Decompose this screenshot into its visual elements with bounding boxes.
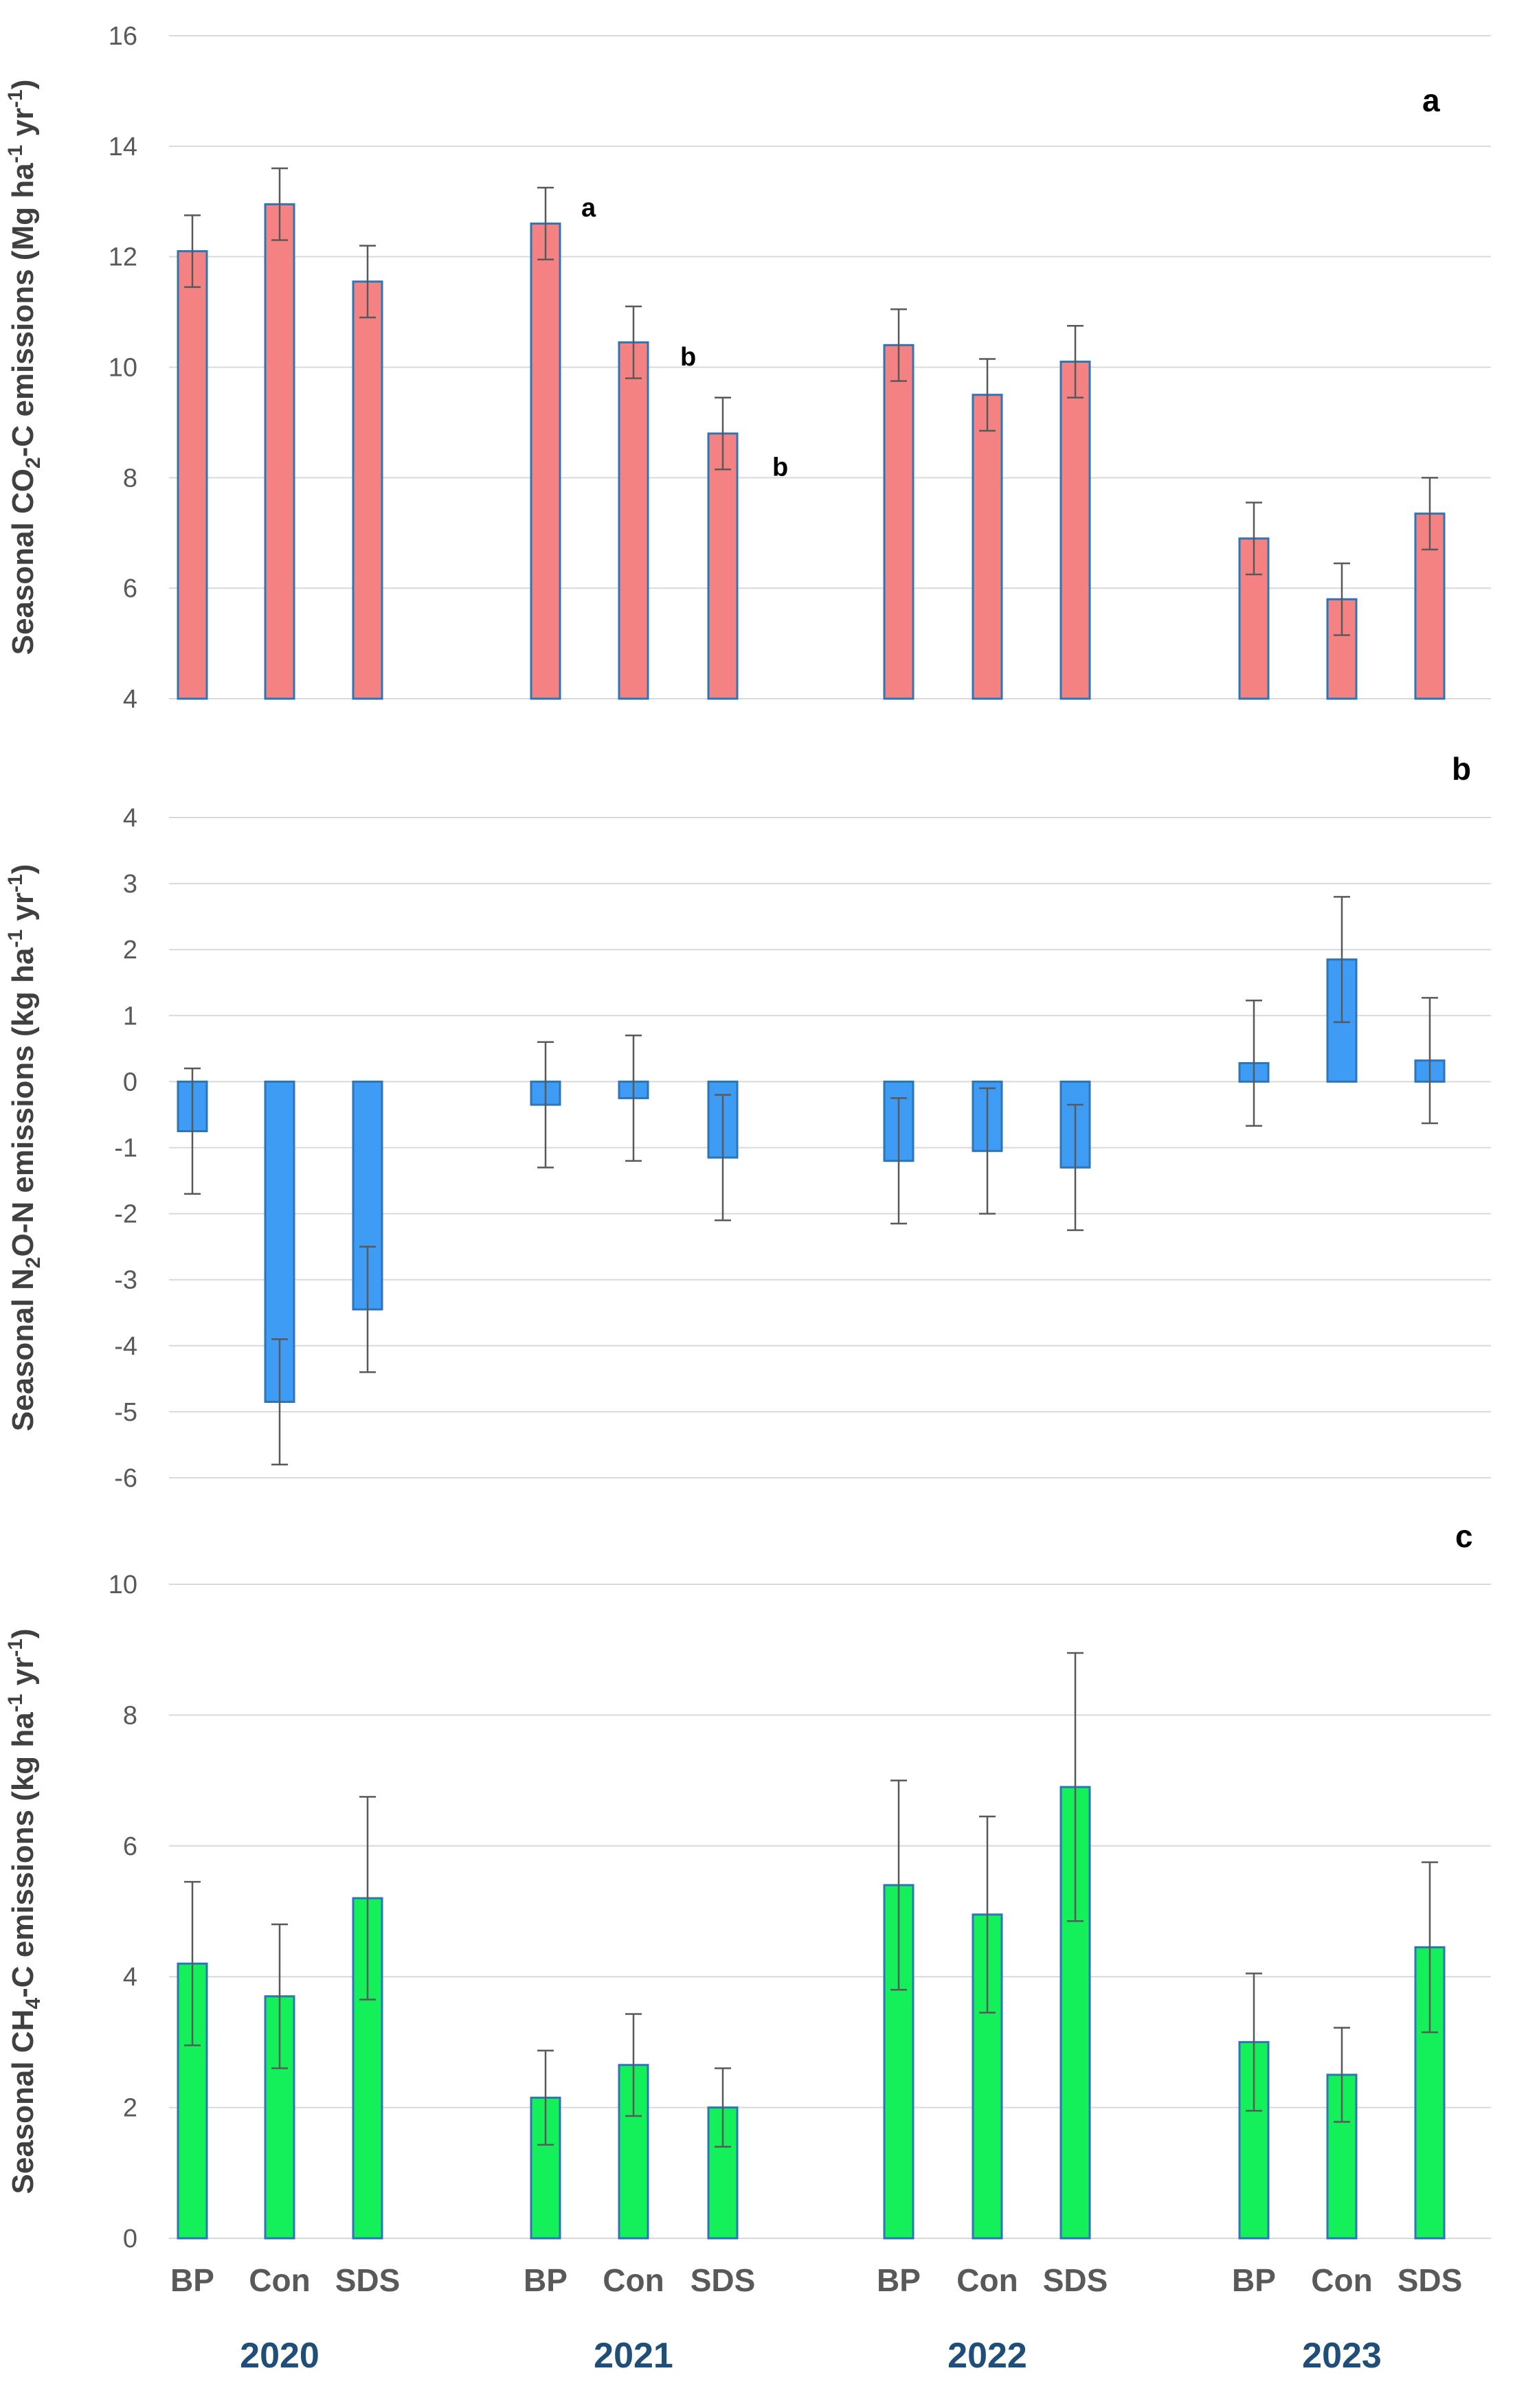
y-axis-title-part: -1	[4, 1694, 27, 1713]
bar	[1059, 360, 1091, 700]
year-label: 2022	[947, 2336, 1027, 2376]
bar	[707, 432, 739, 700]
x-group-label: BP	[524, 2262, 568, 2298]
bar	[530, 222, 561, 700]
y-tick-label: 4	[123, 685, 137, 714]
x-group-label: SDS	[1398, 2262, 1463, 2298]
y-tick-label: 8	[123, 464, 137, 493]
y-tick-label: 4	[123, 1963, 137, 1992]
y-axis-title: Seasonal N2O-N emissions (kg ha-1 yr-1)	[4, 864, 45, 1432]
y-tick-label: 0	[123, 2225, 137, 2253]
y-axis-title-part: -C emissions (kg ha	[6, 1712, 40, 1998]
y-axis-title-part: 2	[22, 1257, 45, 1268]
year-label: 2023	[1302, 2336, 1382, 2376]
y-tick-label: -6	[114, 1464, 137, 1493]
y-axis-title: Seasonal CH4-C emissions (kg ha-1 yr-1)	[4, 1628, 45, 2194]
y-tick-label: 6	[123, 1832, 137, 1861]
y-tick-label: 10	[109, 1571, 137, 1599]
y-axis-title-part: yr	[6, 1657, 40, 1694]
y-axis-title-part: Seasonal CO	[6, 469, 40, 655]
x-group-label: BP	[170, 2262, 214, 2298]
bar	[883, 344, 915, 700]
bar	[972, 394, 1003, 700]
y-tick-label: 14	[109, 133, 137, 161]
y-tick-label: 4	[123, 804, 137, 833]
x-group-label: SDS	[691, 2262, 756, 2298]
significance-letter: a	[581, 194, 596, 223]
y-tick-label: -5	[114, 1398, 137, 1427]
y-tick-label: -4	[114, 1332, 137, 1361]
y-axis-title: Seasonal CO2-C emissions (Mg ha-1 yr-1)	[4, 80, 45, 655]
significance-letter: b	[772, 453, 788, 482]
y-axis-title-part: Seasonal N	[6, 1268, 40, 1431]
y-tick-label: 8	[123, 1701, 137, 1730]
bar	[264, 203, 295, 700]
y-axis-title-part: Seasonal CH	[6, 2010, 40, 2194]
y-tick-label: 16	[109, 22, 137, 51]
y-tick-label: -3	[114, 1266, 137, 1295]
panel-label: c	[1455, 1518, 1473, 1554]
y-axis-title-part: -1	[4, 1639, 27, 1657]
x-group-label: SDS	[1043, 2262, 1108, 2298]
y-tick-label: 10	[109, 354, 137, 383]
y-axis-title-part: yr	[6, 892, 40, 930]
x-group-label: Con	[603, 2262, 664, 2298]
y-tick-label: 0	[123, 1068, 137, 1096]
y-tick-label: -2	[114, 1200, 137, 1229]
y-tick-label: 2	[123, 936, 137, 965]
y-tick-label: 1	[123, 1002, 137, 1031]
y-tick-label: 6	[123, 574, 137, 603]
panel-label: a	[1422, 82, 1440, 118]
panel-a: 4 6 8 10 12 14 16 Seasonal CO2-C emissions (Mg …	[4, 22, 1491, 714]
x-group-label: SDS	[335, 2262, 401, 2298]
y-axis-title-part: yr	[6, 108, 40, 145]
year-label: 2020	[240, 2336, 319, 2376]
y-axis-title-part: -1	[4, 89, 27, 108]
x-group-label: BP	[1232, 2262, 1276, 2298]
y-tick-label: 3	[123, 870, 137, 899]
y-tick-label: -1	[114, 1134, 137, 1163]
bar	[618, 341, 649, 700]
x-group-label: Con	[1311, 2262, 1372, 2298]
y-axis-title-part: 2	[22, 457, 45, 469]
year-label: 2021	[594, 2336, 673, 2376]
y-tick-label: 2	[123, 2094, 137, 2123]
x-group-label: Con	[249, 2262, 310, 2298]
y-axis-title-part: -1	[4, 145, 27, 164]
y-axis-title-part: O-N emissions (kg ha	[6, 947, 40, 1257]
y-axis-title-part: )	[6, 1628, 40, 1639]
y-tick-label: 12	[109, 243, 137, 272]
bar	[352, 280, 383, 700]
y-axis-title-part: 4	[22, 1998, 45, 2010]
bar	[177, 250, 208, 700]
panel-label: b	[1452, 751, 1471, 787]
y-axis-title-part: )	[6, 864, 40, 875]
y-axis-title-part: -C emissions (Mg ha	[6, 163, 40, 457]
x-group-label: BP	[877, 2262, 921, 2298]
y-axis-title-part: -1	[4, 874, 27, 892]
x-group-label: Con	[956, 2262, 1018, 2298]
significance-letter: b	[680, 343, 696, 372]
y-axis-title-part: )	[6, 80, 40, 90]
y-axis-title-part: -1	[4, 930, 27, 948]
